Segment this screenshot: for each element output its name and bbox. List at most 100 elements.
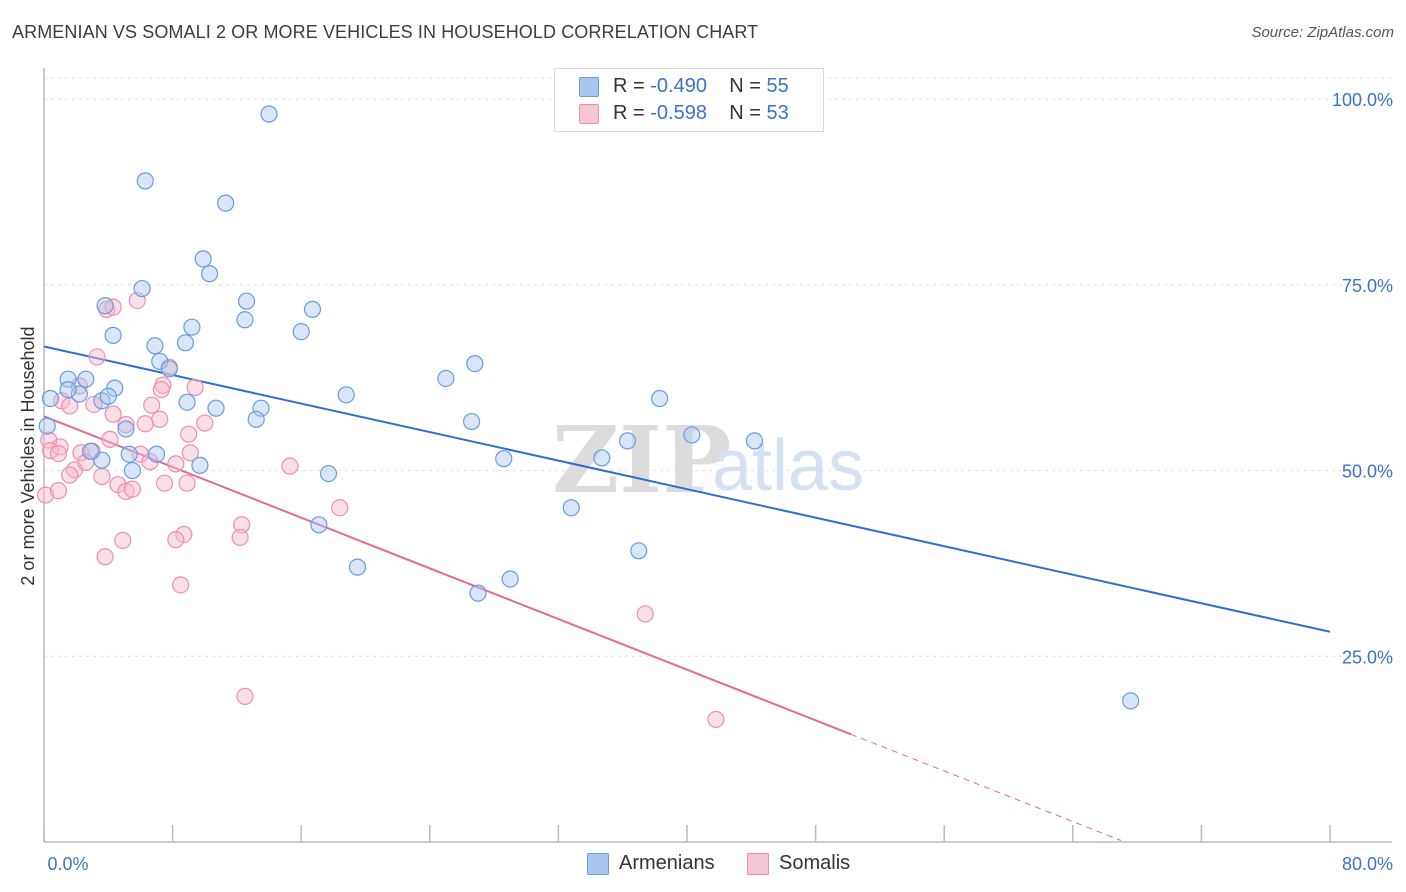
- gridlines: [44, 77, 1392, 657]
- y-axis-label: 2 or more Vehicles in Household: [18, 326, 38, 585]
- armenians-point: [745, 432, 764, 450]
- somalis-point: [178, 474, 196, 492]
- somalis-point: [196, 414, 214, 432]
- somalis-point: [167, 531, 185, 549]
- somalis-point: [117, 482, 135, 500]
- y-tick-label: 100.0%: [1332, 90, 1393, 110]
- armenians-point: [207, 399, 225, 417]
- armenians-point: [337, 386, 355, 404]
- y-tick-label: 25.0%: [1342, 647, 1393, 667]
- somalis-legend-swatch: [747, 853, 769, 875]
- y-tick-label: 50.0%: [1342, 462, 1393, 482]
- armenians-point: [348, 558, 367, 576]
- somalis-n-label: N =: [729, 102, 767, 124]
- armenians-point: [176, 334, 195, 352]
- armenians-point: [252, 399, 270, 417]
- armenians-point: [146, 337, 164, 355]
- armenians-point: [120, 445, 138, 463]
- somalis-n-value: 53: [766, 102, 789, 124]
- somalis-point: [172, 576, 190, 594]
- armenians-point: [310, 516, 328, 534]
- armenians-point: [136, 172, 154, 190]
- x-tick-labels: 0.0% 80.0%: [47, 854, 1393, 874]
- armenians-point: [160, 360, 178, 378]
- somalis-stats: R = -0.598 N = 53: [613, 102, 789, 125]
- armenians-point: [123, 461, 142, 480]
- somalis-point: [85, 395, 103, 414]
- armenians-legend-label: Armenians: [619, 852, 715, 874]
- somalis-point: [114, 531, 132, 550]
- armenians-point: [237, 292, 256, 310]
- armenians-point: [96, 297, 114, 315]
- watermark-atlas: atlas: [712, 426, 864, 506]
- armenians-point: [437, 369, 455, 388]
- armenians-stats: R = -0.490 N = 55: [613, 75, 789, 98]
- x-tick-label: 80.0%: [1342, 854, 1393, 874]
- armenians-trend-line: [43, 345, 1331, 633]
- armenians-point: [133, 279, 151, 298]
- somalis-point: [236, 687, 254, 706]
- armenians-point: [147, 445, 166, 463]
- source-label: Source: ZipAtlas.com: [1251, 24, 1394, 41]
- armenians-point: [41, 389, 60, 408]
- armenians-point: [683, 426, 701, 444]
- armenians-point: [593, 449, 611, 467]
- somalis-point: [49, 444, 68, 463]
- somalis-point: [233, 516, 251, 534]
- armenians-point: [82, 442, 100, 460]
- somalis-point: [707, 710, 725, 729]
- armenians-point: [236, 311, 254, 329]
- armenians-point: [99, 387, 117, 405]
- armenians-legend-swatch: [587, 853, 609, 875]
- armenians-point: [501, 570, 519, 588]
- armenians-point: [178, 393, 196, 411]
- somalis-point: [61, 466, 79, 484]
- armenians-n-value: 55: [766, 75, 789, 97]
- armenians-point: [70, 385, 88, 403]
- armenians-point: [466, 355, 484, 373]
- armenians-r-label: R =: [613, 75, 651, 97]
- somalis-point: [93, 467, 111, 486]
- chart-title: ARMENIAN VS SOMALI 2 OR MORE VEHICLES IN…: [12, 22, 759, 42]
- watermark-zip: ZIP: [552, 406, 731, 514]
- y-tick-label: 75.0%: [1342, 276, 1393, 296]
- somalis-r-value: -0.598: [650, 102, 707, 124]
- armenians-point: [303, 300, 322, 318]
- somalis-point: [151, 410, 169, 428]
- armenians-point: [462, 412, 481, 431]
- armenians-point: [495, 450, 513, 468]
- somalis-point: [123, 480, 142, 498]
- correlation-legend: R = -0.490 N = 55 R = -0.598 N = 53: [554, 68, 824, 132]
- somalis-point: [117, 415, 135, 434]
- somalis-point: [49, 482, 68, 500]
- trend-lines: [43, 345, 1331, 841]
- somalis-point: [143, 396, 161, 414]
- armenians-n-label: N =: [729, 75, 767, 97]
- somalis-point: [101, 430, 119, 448]
- somalis-point: [281, 457, 299, 475]
- x-tick-label: 0.0%: [47, 854, 88, 874]
- somalis-point: [51, 438, 69, 456]
- somalis-point: [181, 444, 199, 462]
- data-points: [37, 105, 1140, 729]
- armenians-point: [260, 105, 278, 123]
- armenians-point: [651, 389, 669, 408]
- somalis-point: [152, 381, 170, 399]
- armenians-point: [183, 318, 201, 336]
- armenians-point: [77, 370, 95, 388]
- somalis-point: [231, 528, 249, 547]
- armenians-point: [194, 250, 212, 268]
- somalis-point: [155, 474, 174, 492]
- armenians-point: [191, 456, 209, 474]
- armenians-point: [247, 410, 265, 428]
- armenians-point: [117, 420, 135, 438]
- armenians-point: [319, 464, 338, 483]
- somalis-point: [636, 605, 654, 623]
- somalis-point: [37, 486, 55, 504]
- somalis-point: [167, 455, 185, 473]
- somalis-swatch: [579, 104, 599, 124]
- somalis-point: [96, 548, 114, 566]
- armenians-point: [1122, 692, 1140, 710]
- armenians-r-value: -0.490: [650, 75, 707, 97]
